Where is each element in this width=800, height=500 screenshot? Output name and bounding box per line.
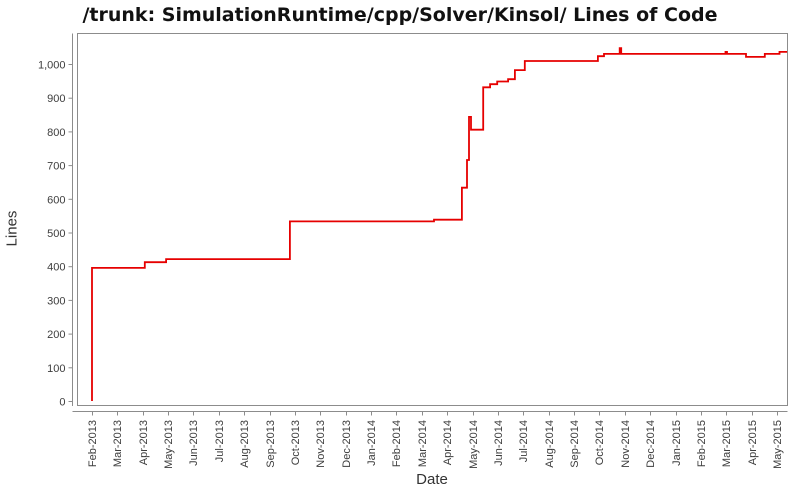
x-tick-label: Mar-2014 [417, 420, 429, 467]
x-tick-label: Jun-2014 [493, 420, 505, 466]
chart-title: /trunk: SimulationRuntime/cpp/Solver/Kin… [82, 4, 718, 26]
y-tick-label: 300 [47, 295, 65, 307]
x-tick-label: Jan-2014 [366, 420, 378, 466]
x-tick-label: Feb-2015 [696, 420, 708, 467]
x-tick-label: Feb-2013 [87, 420, 99, 467]
x-tick-label: Sep-2014 [569, 420, 581, 468]
x-tick-label: Apr-2015 [747, 420, 759, 465]
y-tick-label: 600 [47, 194, 65, 206]
y-tick-label: 400 [47, 262, 65, 274]
x-tick-label: Nov-2013 [315, 420, 327, 468]
x-tick-label: Oct-2014 [594, 420, 606, 465]
x-tick-label: Jan-2015 [671, 420, 683, 466]
plot-border [77, 33, 788, 406]
x-tick-label: May-2015 [772, 420, 784, 469]
y-tick-label: 0 [59, 397, 65, 409]
x-tick-label: Jun-2013 [188, 420, 200, 466]
y-tick-label: 1,000 [38, 60, 66, 72]
x-tick-label: Apr-2014 [442, 420, 454, 465]
loc-series-line [91, 47, 788, 401]
x-tick-label: Sep-2013 [265, 420, 277, 468]
x-tick-label: Mar-2013 [112, 420, 124, 467]
x-tick-label: Dec-2014 [645, 420, 657, 468]
x-tick-label: Feb-2014 [391, 420, 403, 467]
y-tick-label: 900 [47, 93, 65, 105]
x-tick-label: Jul-2013 [214, 420, 226, 462]
x-tick-label: Mar-2015 [721, 420, 733, 467]
y-tick-label: 500 [47, 228, 65, 240]
y-tick-label: 700 [47, 161, 65, 173]
y-tick-label: 100 [47, 363, 65, 375]
x-tick-label: Aug-2014 [544, 420, 556, 468]
x-tick-label: Nov-2014 [620, 420, 632, 468]
x-tick-label: Dec-2013 [341, 420, 353, 468]
y-tick-label: 800 [47, 127, 65, 139]
x-tick-label: Aug-2013 [239, 420, 251, 468]
y-tick-label: 200 [47, 329, 65, 341]
x-tick-label: Oct-2013 [290, 420, 302, 465]
x-tick-label: May-2013 [163, 420, 175, 469]
x-tick-label: May-2014 [468, 420, 480, 469]
x-tick-label: Jul-2014 [518, 420, 530, 462]
x-axis-title: Date [416, 471, 448, 488]
x-tick-label: Apr-2013 [138, 420, 150, 465]
